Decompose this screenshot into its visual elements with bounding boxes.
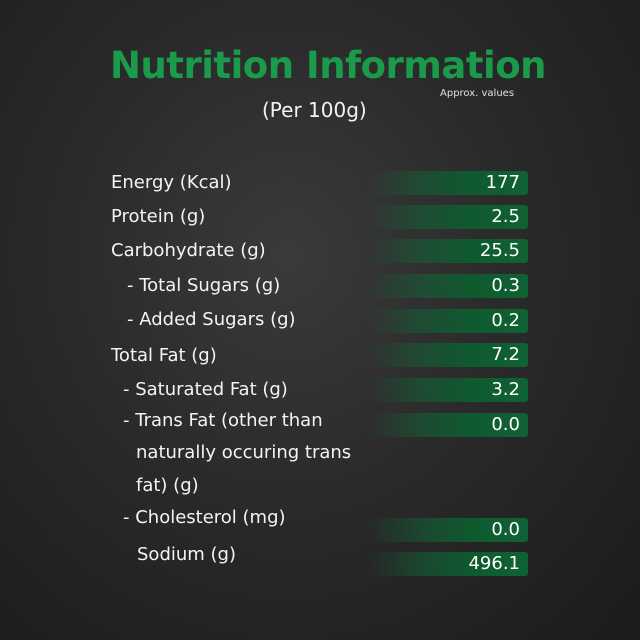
row-label-sodium: Sodium (g)	[137, 544, 236, 565]
row-label-carbohydrate: Carbohydrate (g)	[111, 240, 266, 261]
row-label-total-fat: Total Fat (g)	[111, 345, 217, 366]
row-value-trans-fat: 0.0	[368, 413, 528, 437]
row-label-added-sugars: - Added Sugars (g)	[127, 309, 296, 330]
approx-note: Approx. values	[440, 88, 515, 99]
row-label-protein: Protein (g)	[111, 206, 206, 227]
row-value-carbohydrate: 25.5	[368, 239, 528, 263]
row-value-sodium: 496.1	[368, 552, 528, 576]
row-label-trans-fat-line2: naturally occuring trans	[136, 442, 352, 463]
row-value-added-sugars: 0.2	[368, 309, 528, 333]
row-value-saturated-fat: 3.2	[368, 378, 528, 402]
row-value-energy: 177	[368, 171, 528, 195]
row-label-trans-fat: - Trans Fat (other than	[123, 410, 323, 431]
row-value-total-sugars: 0.3	[368, 274, 528, 298]
per-100g-subtitle: (Per 100g)	[262, 98, 367, 122]
row-value-cholesterol: 0.0	[368, 518, 528, 542]
row-value-total-fat: 7.2	[368, 343, 528, 367]
row-label-trans-fat-line3: fat) (g)	[136, 475, 199, 496]
row-value-protein: 2.5	[368, 205, 528, 229]
page-title: Nutrition Information	[110, 44, 546, 87]
row-label-cholesterol: - Cholesterol (mg)	[123, 507, 286, 528]
row-label-energy: Energy (Kcal)	[111, 172, 232, 193]
row-label-saturated-fat: - Saturated Fat (g)	[123, 379, 288, 400]
row-label-total-sugars: - Total Sugars (g)	[127, 275, 281, 296]
